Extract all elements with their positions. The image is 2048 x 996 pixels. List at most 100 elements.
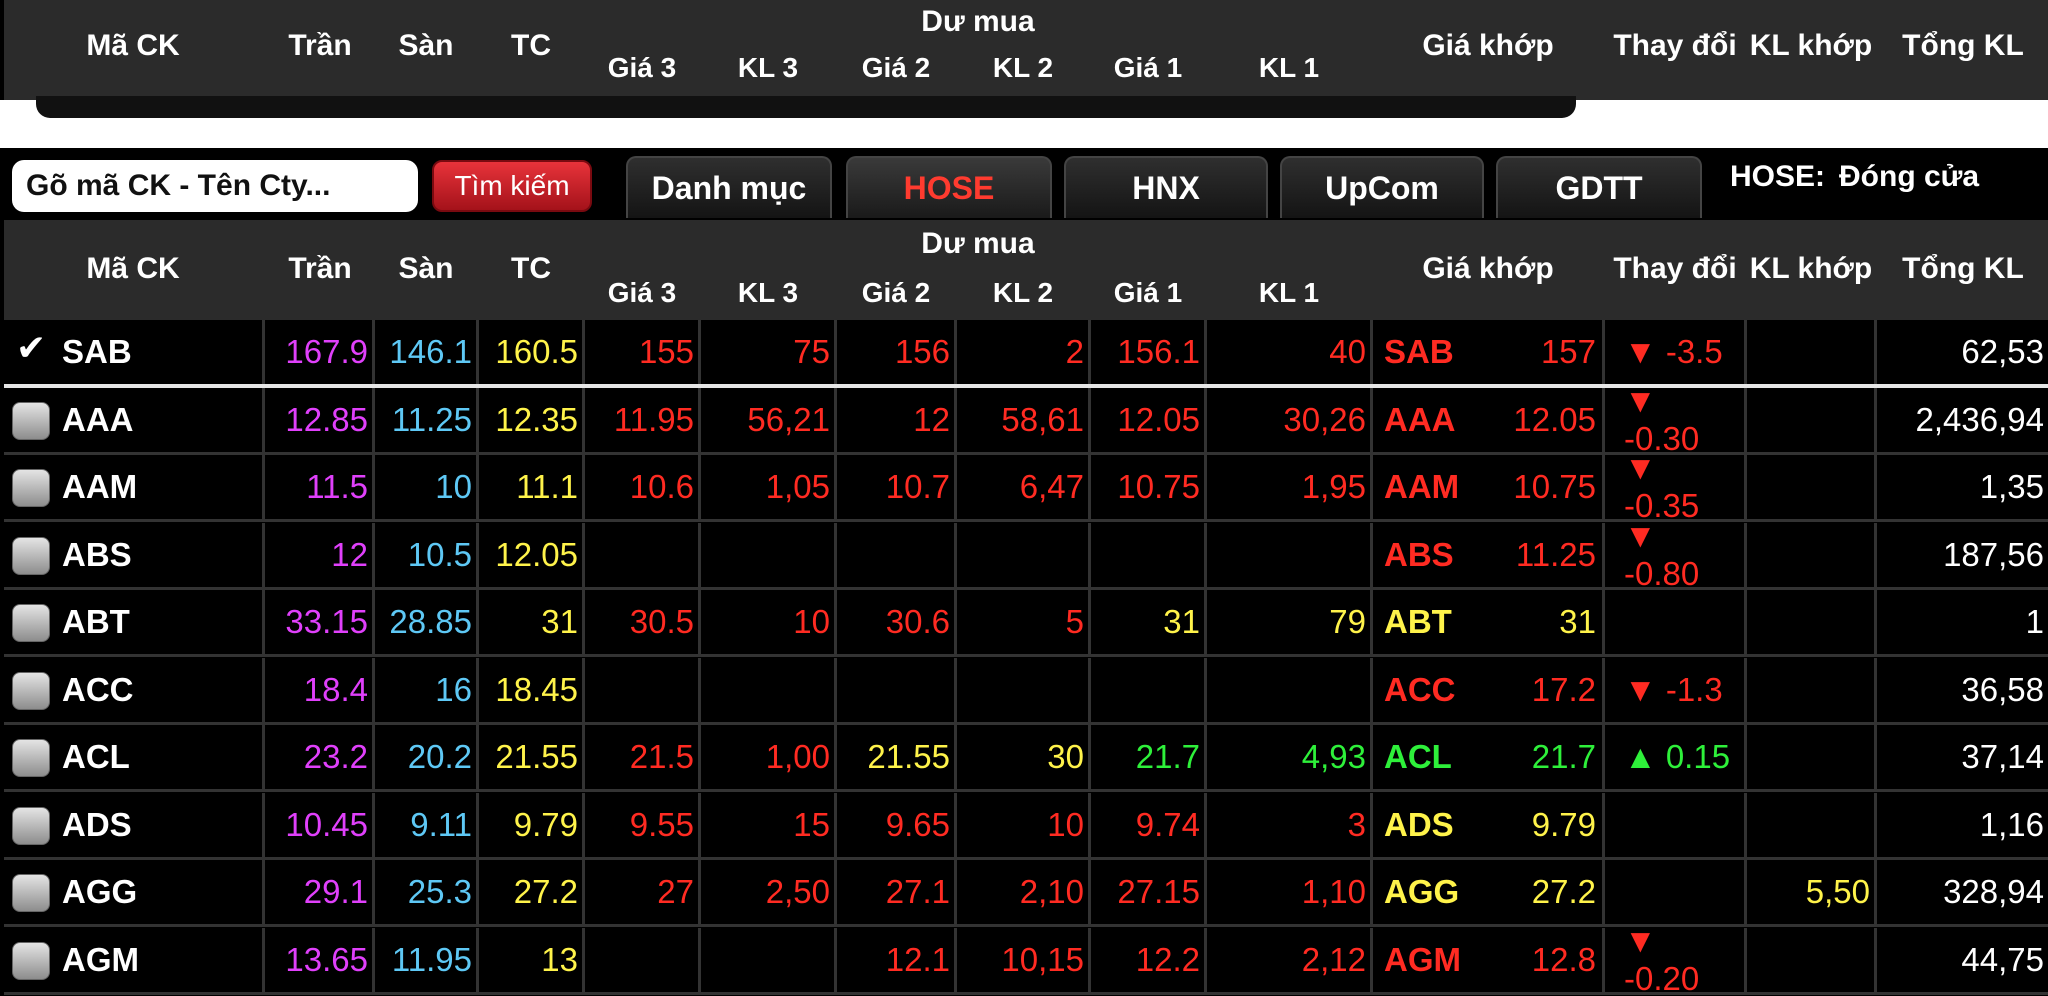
symbol-cell[interactable]: AGM xyxy=(62,941,139,978)
table-row[interactable]: ✔ SAB 167.9 146.1 160.5 155 75 156 2 156.1 40 SAB 15… xyxy=(4,320,2048,384)
grid-line xyxy=(954,388,957,452)
ceiling-cell: 167.9 xyxy=(285,333,368,370)
floor-cell: 11.95 xyxy=(391,941,472,978)
checkbox[interactable] xyxy=(12,874,50,912)
grid-line xyxy=(1602,928,1605,992)
grid-line xyxy=(1602,320,1605,384)
table-row[interactable]: ABT 33.15 28.85 31 30.5 10 30.6 5 31 79 ABT 31 1 xyxy=(4,590,2048,654)
symbol-cell[interactable]: SAB xyxy=(62,333,132,370)
grid-line xyxy=(1874,793,1877,857)
checkbox[interactable] xyxy=(12,672,50,710)
symbol-cell[interactable]: AAA xyxy=(62,401,134,438)
grid-line xyxy=(1744,388,1747,452)
checkbox[interactable] xyxy=(12,739,50,777)
match-volume-cell: 5,50 xyxy=(1805,873,1870,910)
ceiling-cell: 18.4 xyxy=(303,671,368,708)
grid-line xyxy=(582,725,585,789)
match-price-cell: 21.7 xyxy=(1531,738,1596,775)
symbol-cell[interactable]: ABT xyxy=(62,603,130,640)
change-cell xyxy=(1606,793,1744,857)
grid-line xyxy=(954,928,957,992)
grid-line xyxy=(476,860,479,924)
checkbox-checked[interactable]: ✔ xyxy=(16,327,47,368)
grid-line xyxy=(1602,523,1605,587)
table-row[interactable]: AGM 13.65 11.95 13 12.1 10,15 12.2 2,12 AGM 12.8 ▼… xyxy=(4,922,2048,996)
col-match-price: Giá khớp xyxy=(1374,0,1602,90)
tab-gdtt[interactable]: GDTT xyxy=(1496,156,1702,218)
tab-hose[interactable]: HOSE xyxy=(846,156,1052,218)
tab-upcom[interactable]: UpCom xyxy=(1280,156,1484,218)
floor-cell: 25.3 xyxy=(407,873,472,910)
symbol-cell[interactable]: AGG xyxy=(62,873,138,910)
col-reference: TC xyxy=(480,220,582,316)
grid-line xyxy=(372,523,375,587)
grid-line xyxy=(954,523,957,587)
checkbox[interactable] xyxy=(12,942,50,980)
top-scroll-bar[interactable] xyxy=(36,96,1576,118)
row-divider xyxy=(4,384,2048,388)
grid-line xyxy=(1204,860,1207,924)
table-row[interactable]: AGG 29.1 25.3 27.2 27 2,50 27.1 2,10 27.15 1,10 AG… xyxy=(4,860,2048,924)
grid-line xyxy=(954,455,957,519)
total-volume-cell: 1,16 xyxy=(1979,806,2044,843)
ceiling-cell: 12.85 xyxy=(285,401,368,438)
search-button[interactable]: Tìm kiếm xyxy=(432,160,592,212)
symbol-cell[interactable]: ADS xyxy=(62,806,132,843)
grid-line xyxy=(372,793,375,857)
checkbox[interactable] xyxy=(12,402,50,440)
grid-line xyxy=(1602,590,1605,654)
grid-line xyxy=(372,860,375,924)
col-bid-price1: Giá 1 xyxy=(1092,46,1204,90)
bid-price2-cell: 156 xyxy=(894,333,950,370)
grid-line xyxy=(1602,793,1605,857)
symbol-cell[interactable]: ACC xyxy=(62,671,134,708)
bid-price1-cell: 12.2 xyxy=(1135,941,1200,978)
grid-line xyxy=(834,320,837,384)
tab-danh-muc[interactable]: Danh mục xyxy=(626,156,832,218)
grid-line xyxy=(1874,455,1877,519)
grid-line xyxy=(1744,590,1747,654)
grid-line xyxy=(262,320,265,384)
bid-price2-cell: 10.7 xyxy=(885,468,950,505)
bid-vol2-cell: 58,61 xyxy=(1001,401,1084,438)
grid-line xyxy=(476,793,479,857)
checkbox[interactable] xyxy=(12,604,50,642)
symbol-cell[interactable]: AAM xyxy=(62,468,138,505)
table-row[interactable]: AAA 12.85 11.25 12.35 11.95 56,21 12 58,61 12.05… xyxy=(4,382,2048,457)
grid-line xyxy=(954,860,957,924)
table-row[interactable]: ABS 12 10.5 12.05 ABS 11.25 ▼ -0.80 187,56 xyxy=(4,517,2048,592)
grid-line xyxy=(1370,523,1373,587)
checkbox[interactable] xyxy=(12,537,50,575)
grid-line xyxy=(1874,388,1877,452)
match-symbol-cell: ADS xyxy=(1384,806,1454,843)
grid-line xyxy=(954,725,957,789)
symbol-cell[interactable]: ABS xyxy=(62,536,132,573)
grid-line xyxy=(582,658,585,722)
checkbox[interactable] xyxy=(12,469,50,507)
symbol-cell[interactable]: ACL xyxy=(62,738,130,775)
change-cell xyxy=(1606,860,1744,924)
grid-line xyxy=(372,928,375,992)
bid-price1-cell xyxy=(1092,523,1204,587)
bid-vol3-cell: 56,21 xyxy=(747,401,830,438)
market-status: HOSE: Đóng cửa xyxy=(1730,160,1979,194)
table-row[interactable]: ACC 18.4 16 18.45 ACC 17.2 ▼ -1.3 36,58 xyxy=(4,658,2048,722)
search-input[interactable]: Gõ mã CK - Tên Cty... xyxy=(12,160,418,212)
bid-price3-cell xyxy=(586,928,698,992)
bid-vol1-cell xyxy=(1208,658,1370,722)
table-row[interactable]: AAM 11.5 10 11.1 10.6 1,05 10.7 6,47 10.75 1,95 AA… xyxy=(4,449,2048,524)
match-volume-cell xyxy=(1748,928,1874,992)
match-volume-cell xyxy=(1748,388,1874,452)
checkbox[interactable] xyxy=(12,807,50,845)
tab-hnx[interactable]: HNX xyxy=(1064,156,1268,218)
grid-line xyxy=(834,658,837,722)
grid-line xyxy=(1744,928,1747,992)
reference-cell: 18.45 xyxy=(495,671,578,708)
bid-price3-cell: 27 xyxy=(657,873,694,910)
grid-line xyxy=(1204,320,1207,384)
col-floor: Sàn xyxy=(376,220,476,316)
table-row[interactable]: ACL 23.2 20.2 21.55 21.5 1,00 21.55 30 21.7 4,93 A… xyxy=(4,725,2048,789)
grid-line xyxy=(476,388,479,452)
floor-cell: 9.11 xyxy=(410,806,472,843)
table-row[interactable]: ADS 10.45 9.11 9.79 9.55 15 9.65 10 9.74 3 ADS 9.79… xyxy=(4,793,2048,857)
